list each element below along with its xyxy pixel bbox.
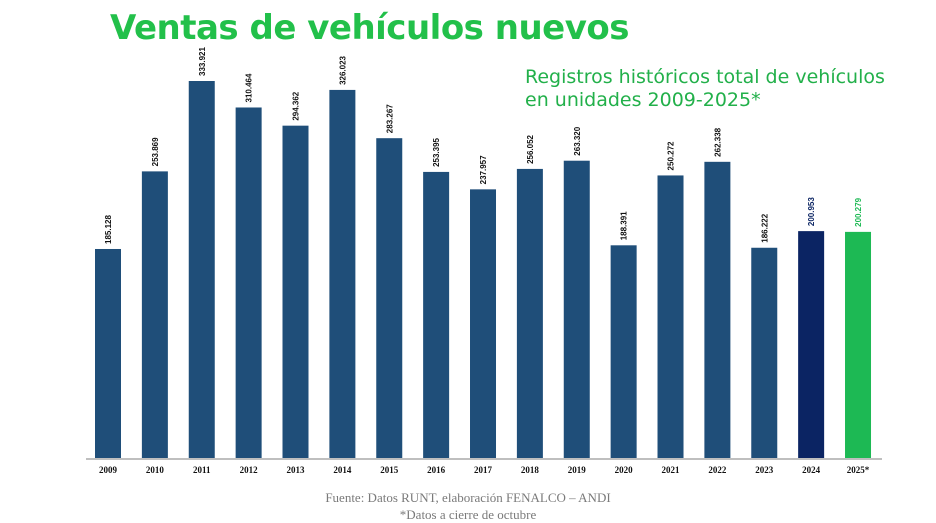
source-note: Fuente: Datos RUNT, elaboración FENALCO … (325, 490, 611, 505)
data-label-2019: 263.320 (573, 126, 582, 155)
x-tick-2009: 2009 (99, 465, 118, 475)
data-label-2023: 186.222 (760, 213, 769, 242)
chart-title: Ventas de vehículos nuevos (110, 8, 629, 48)
bar-2025* (845, 231, 872, 458)
x-tick-2020: 2020 (615, 465, 634, 475)
bar-2014 (329, 89, 356, 458)
bar-2012 (235, 107, 262, 458)
data-label-2010: 253.869 (151, 137, 160, 166)
data-label-2024: 200.953 (807, 197, 816, 226)
data-label-2011: 333.921 (198, 47, 207, 76)
footnote: *Datos a cierre de octubre (399, 507, 537, 522)
bar-2023 (751, 247, 778, 458)
x-tick-2017: 2017 (474, 465, 493, 475)
bar-2009 (95, 248, 121, 458)
data-label-2015: 283.267 (385, 104, 394, 133)
x-tick-2019: 2019 (568, 465, 587, 475)
subtitle-line-2: en unidades 2009-2025* (525, 89, 761, 111)
data-label-2016: 253.395 (432, 137, 441, 166)
x-tick-2010: 2010 (146, 465, 165, 475)
data-label-2020: 188.391 (620, 211, 629, 240)
x-tick-2014: 2014 (333, 465, 352, 475)
data-label-2017: 237.957 (479, 155, 488, 184)
bar-2015 (376, 138, 403, 458)
x-tick-2018: 2018 (521, 465, 540, 475)
data-label-2014: 326.023 (338, 55, 347, 84)
x-tick-2015: 2015 (380, 465, 399, 475)
subtitle-line-1: Registros históricos total de vehículos (525, 66, 885, 88)
x-tick-2022: 2022 (708, 465, 727, 475)
bar-2010 (141, 171, 168, 459)
data-label-2021: 250.272 (667, 141, 676, 170)
data-label-2013: 294.362 (292, 91, 301, 120)
bar-2017 (470, 189, 497, 458)
bar-2016 (423, 171, 450, 459)
data-label-2012: 310.464 (245, 73, 254, 102)
data-label-2025*: 200.279 (854, 197, 863, 226)
x-tick-2016: 2016 (427, 465, 446, 475)
bar-2011 (188, 81, 215, 458)
x-tick-2012: 2012 (240, 465, 259, 475)
x-tick-2023: 2023 (755, 465, 774, 475)
bar-2024 (798, 231, 825, 458)
x-tick-2021: 2021 (662, 465, 681, 475)
x-tick-2013: 2013 (287, 465, 306, 475)
data-label-2009: 185.128 (104, 215, 113, 244)
x-tick-2011: 2011 (193, 465, 211, 475)
chart-subtitle: Registros históricos total de vehículos … (525, 66, 885, 112)
bar-2021 (657, 175, 684, 458)
bar-2020 (610, 245, 637, 458)
bar-2018 (516, 168, 543, 458)
bar-2022 (704, 161, 731, 459)
data-label-2018: 256.052 (526, 134, 535, 163)
x-tick-2025*: 2025* (847, 465, 870, 475)
x-tick-2024: 2024 (802, 465, 821, 475)
bar-2019 (563, 160, 590, 458)
data-label-2022: 262.338 (713, 127, 722, 156)
bar-2013 (282, 125, 309, 459)
